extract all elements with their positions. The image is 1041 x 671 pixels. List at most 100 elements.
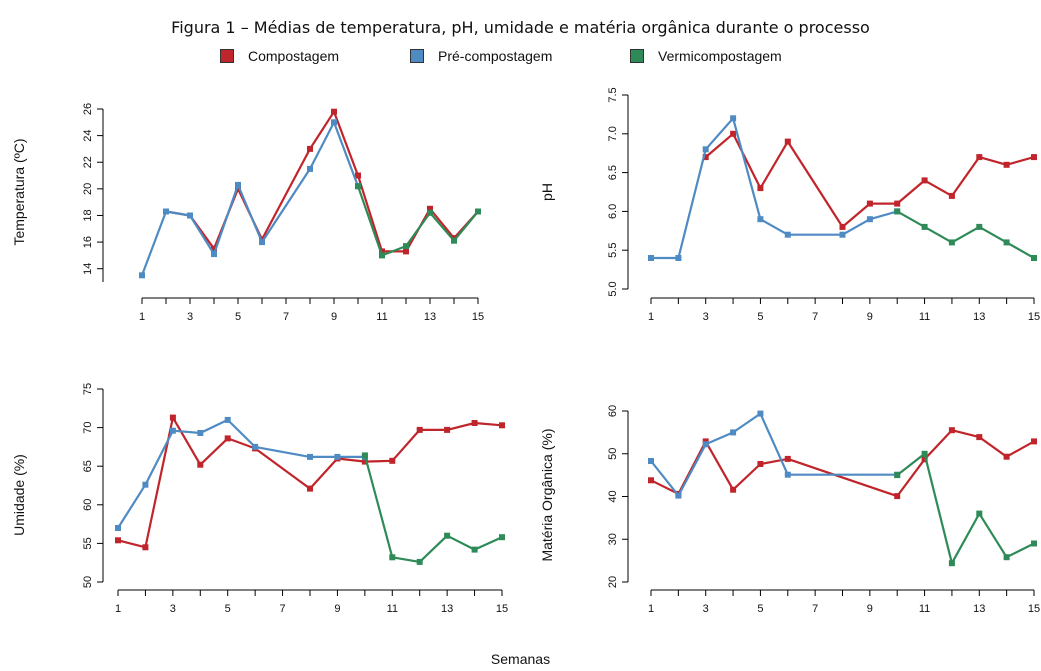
series-line-vermicompostagem [896, 452, 1035, 565]
x-tick-label: 15 [1028, 311, 1040, 323]
data-point-vermicompostagem [361, 452, 368, 459]
data-point-compostagem [389, 457, 396, 464]
data-point-compostagem [702, 154, 709, 161]
x-tick-label: 1 [115, 603, 121, 615]
y-tick-label: 20 [82, 183, 94, 195]
y-tick-label: 5.5 [607, 243, 619, 258]
data-point-vermicompostagem [1031, 540, 1037, 547]
y-tick-label: 7.5 [607, 87, 619, 102]
series-line-vermicompostagem [356, 185, 479, 257]
data-point-pre-compostagem [757, 216, 764, 223]
data-point-pre-compostagem [757, 410, 764, 417]
x-tick-label: 9 [331, 311, 337, 323]
data-point-vermicompostagem [1003, 554, 1010, 561]
x-tick-label: 5 [225, 603, 231, 615]
y-tick-label: 6.0 [607, 204, 619, 219]
y-tick-label: 22 [82, 156, 94, 168]
data-point-pre-compostagem [197, 430, 204, 436]
y-tick-label: 16 [82, 236, 94, 248]
series-pre-compostagem [648, 115, 901, 261]
data-point-compostagem [894, 200, 901, 207]
x-tick-label: 9 [867, 311, 873, 323]
data-point-compostagem [331, 108, 337, 115]
data-point-pre-compostagem [702, 441, 709, 448]
y-tick-label: 65 [82, 460, 94, 472]
x-tick-label: 5 [757, 311, 763, 323]
data-point-compostagem [355, 172, 361, 179]
data-point-compostagem [1031, 438, 1037, 445]
data-point-compostagem [784, 455, 791, 462]
data-point-pre-compostagem [675, 492, 682, 499]
series-line-pre-compostagem [140, 121, 360, 276]
x-tick-label: 15 [472, 311, 484, 323]
data-point-compostagem [894, 493, 901, 500]
data-point-compostagem [839, 223, 846, 230]
data-point-compostagem [361, 458, 368, 465]
x-tick-label: 3 [703, 311, 709, 323]
data-point-compostagem [730, 130, 737, 137]
data-point-compostagem [648, 477, 654, 484]
data-point-compostagem [471, 420, 478, 426]
series-compostagem [163, 108, 481, 255]
data-point-compostagem [921, 177, 928, 184]
series-line-compostagem [165, 110, 479, 253]
data-point-pre-compostagem [334, 453, 341, 460]
x-tick-label: 3 [703, 603, 709, 615]
data-point-pre-compostagem [211, 251, 217, 258]
data-point-vermicompostagem [921, 450, 928, 457]
series-vermicompostagem [894, 450, 1037, 567]
data-point-pre-compostagem [115, 525, 121, 531]
x-tick-label: 9 [334, 603, 340, 615]
x-tick-label: 15 [1028, 603, 1040, 615]
data-point-compostagem [1003, 453, 1010, 460]
x-tick-label: 1 [139, 311, 145, 323]
data-point-vermicompostagem [444, 532, 451, 539]
series-vermicompostagem [355, 183, 481, 259]
legend-item-vermicompostagem: Vermicompostagem [630, 48, 782, 64]
data-point-pre-compostagem [730, 115, 737, 122]
series-line-vermicompostagem [363, 455, 503, 564]
data-point-pre-compostagem [142, 481, 149, 488]
x-tick-label: 11 [387, 603, 398, 615]
data-point-vermicompostagem [948, 239, 955, 246]
data-point-compostagem [403, 248, 409, 255]
data-point-compostagem [948, 427, 955, 434]
y-tick-label: 7.0 [607, 126, 619, 141]
data-point-pre-compostagem [187, 212, 193, 219]
x-tick-label: 13 [973, 603, 985, 615]
legend-item-compostagem: Compostagem [220, 48, 339, 64]
data-point-pre-compostagem [224, 416, 231, 423]
data-point-pre-compostagem [169, 427, 176, 434]
y-tick-label: 50 [82, 576, 94, 588]
series-line-pre-compostagem [117, 418, 365, 529]
data-point-compostagem [976, 434, 983, 441]
data-point-pre-compostagem [702, 146, 709, 153]
data-point-compostagem [757, 185, 764, 192]
x-tick-label: 11 [919, 603, 930, 615]
y-tick-label: 18 [82, 209, 94, 221]
y-tick-label: 40 [607, 490, 619, 502]
data-point-pre-compostagem [784, 231, 791, 238]
series-line-compostagem [650, 429, 1035, 498]
data-point-compostagem [921, 456, 928, 463]
y-tick-label: 6.5 [607, 165, 619, 180]
x-tick-label: 3 [187, 311, 193, 323]
data-point-compostagem [866, 200, 873, 207]
data-point-compostagem [730, 486, 737, 493]
data-point-pre-compostagem [730, 429, 737, 436]
data-point-compostagem [235, 185, 241, 192]
data-point-vermicompostagem [403, 243, 409, 250]
y-axis-title: pH [539, 183, 555, 201]
x-tick-label: 11 [919, 311, 930, 323]
data-point-vermicompostagem [976, 510, 983, 517]
x-tick-label: 1 [648, 603, 654, 615]
data-point-pre-compostagem [163, 208, 169, 215]
data-point-compostagem [416, 426, 423, 433]
data-point-compostagem [169, 414, 176, 421]
data-point-pre-compostagem [839, 231, 846, 238]
x-tick-label: 3 [170, 603, 176, 615]
x-tick-label: 13 [973, 311, 985, 323]
data-point-pre-compostagem [648, 458, 654, 464]
